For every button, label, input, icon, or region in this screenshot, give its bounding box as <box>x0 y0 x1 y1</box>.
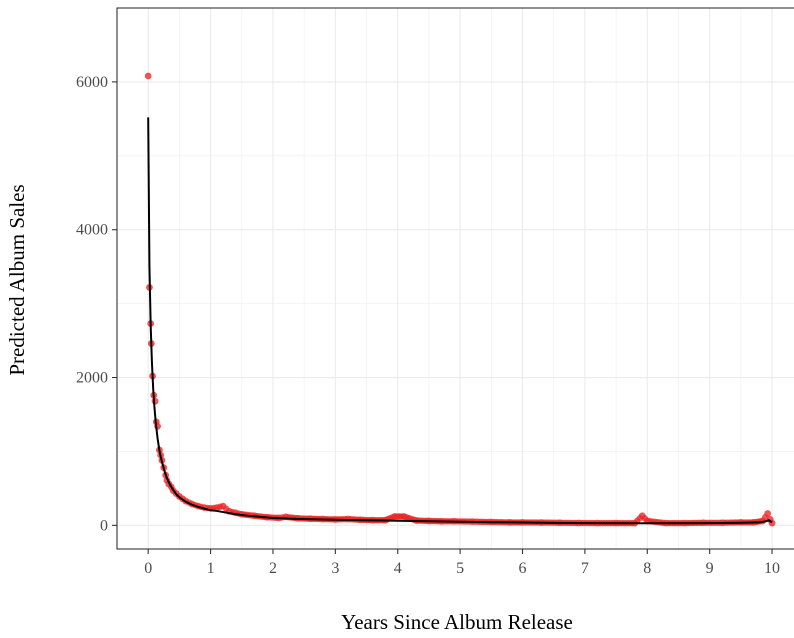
x-tick-label: 5 <box>456 560 464 577</box>
data-point <box>761 514 769 521</box>
x-axis-ticks: 0 1 2 3 4 5 6 7 8 9 10 <box>144 549 780 577</box>
data-point <box>398 513 405 520</box>
x-tick-label: 9 <box>706 560 714 577</box>
y-tick-label: 2000 <box>76 370 108 387</box>
x-axis-title: Years Since Album Release <box>341 610 573 634</box>
x-tick-label: 7 <box>581 560 589 577</box>
x-tick-label: 4 <box>394 560 402 577</box>
y-tick-label: 4000 <box>76 222 108 239</box>
data-point <box>144 72 152 80</box>
y-tick-label: 6000 <box>76 74 108 91</box>
data-point <box>636 515 643 522</box>
y-axis-ticks: 0 2000 4000 6000 <box>76 74 117 534</box>
major-gridlines <box>117 8 794 549</box>
panel-border <box>116 7 794 550</box>
data-point <box>222 505 230 512</box>
x-tick-label: 0 <box>144 560 152 577</box>
x-tick-label: 6 <box>519 560 527 577</box>
fit-curve-group <box>147 117 773 525</box>
y-axis-title: Predicted Album Sales <box>5 184 29 375</box>
x-tick-label: 3 <box>331 560 339 577</box>
y-tick-label: 0 <box>100 517 108 534</box>
minor-gridlines <box>117 8 794 549</box>
x-tick-label: 8 <box>643 560 651 577</box>
x-tick-label: 1 <box>207 560 215 577</box>
x-tick-label: 2 <box>269 560 277 577</box>
fit-curve <box>147 117 773 525</box>
data-point <box>641 515 648 522</box>
x-tick-label: 10 <box>764 560 780 577</box>
data-point <box>216 503 224 511</box>
